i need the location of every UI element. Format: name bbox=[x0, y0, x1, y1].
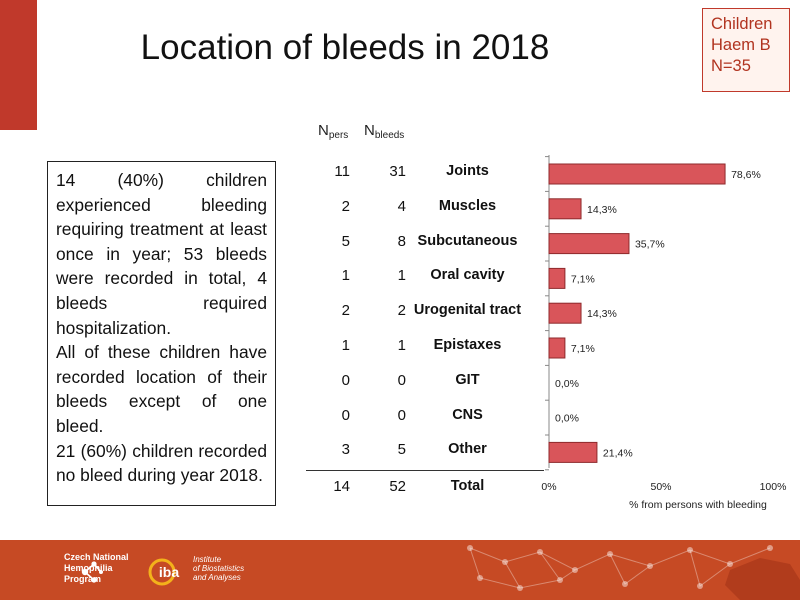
summary-textbox: 14 (40%) children experienced bleeding r… bbox=[47, 161, 276, 506]
summary-paragraph-2: All of these children have recorded loca… bbox=[56, 342, 267, 436]
slide-title: Location of bleeds in 2018 bbox=[140, 28, 550, 67]
data-label: 14,3% bbox=[587, 204, 617, 216]
bar bbox=[548, 441, 598, 463]
bar bbox=[548, 198, 582, 220]
map-silhouette bbox=[725, 558, 800, 600]
bleed-location-bar-chart: 78,6% 14,3% 35,7% 7,1% 14,3% 7,1% 0,0% 0,0% 21,4… bbox=[541, 155, 787, 511]
row-location: Muscles bbox=[438, 197, 497, 214]
bar bbox=[548, 337, 566, 359]
header-npers: Npers bbox=[318, 122, 348, 141]
footer-decoration bbox=[0, 540, 800, 600]
data-label: 7,1% bbox=[571, 343, 595, 355]
row-npers: 0 bbox=[341, 406, 350, 424]
x-axis-label: % from persons with bleeding bbox=[629, 499, 767, 511]
x-tick-label: 0% bbox=[541, 481, 556, 493]
row-location: Epistaxes bbox=[433, 337, 502, 353]
iba-logo-text: Institute of Biostatistics and Analyses bbox=[193, 555, 244, 582]
header-nbleeds-sub: bleeds bbox=[374, 130, 405, 141]
x-tick-label: 100% bbox=[760, 481, 787, 493]
x-tick-label: 50% bbox=[650, 481, 671, 493]
badge-line-2: Haem B bbox=[711, 36, 771, 54]
row-nbleeds: 1 bbox=[397, 337, 406, 354]
footer-band bbox=[0, 540, 800, 600]
bar bbox=[548, 163, 726, 185]
row-nbleeds: 0 bbox=[397, 406, 406, 424]
bar bbox=[548, 267, 566, 289]
row-location: Oral cavity bbox=[430, 267, 505, 284]
badge-line-1: Children bbox=[711, 15, 773, 33]
network-nodes bbox=[467, 545, 773, 591]
cohort-badge: Children Haem B N=35 bbox=[702, 8, 790, 92]
row-npers: 1 bbox=[341, 337, 350, 354]
czech-hemophilia-logo-icon bbox=[81, 561, 103, 583]
summary-paragraph-3: 21 (60%) children recorded no bleed duri… bbox=[56, 440, 267, 486]
row-nbleeds: 0 bbox=[397, 371, 406, 389]
data-label: 0,0% bbox=[555, 413, 579, 425]
iba-logo-icon: iba bbox=[148, 558, 179, 586]
bar bbox=[548, 233, 630, 255]
row-location: Joints bbox=[446, 163, 489, 179]
row-nbleeds: 2 bbox=[397, 302, 406, 320]
row-location: CNS bbox=[452, 406, 483, 423]
row-nbleeds: 4 bbox=[397, 197, 406, 215]
accent-bar bbox=[0, 0, 37, 130]
logo2-line-2: of Biostatistics bbox=[193, 564, 245, 573]
data-label: 7,1% bbox=[571, 273, 595, 285]
row-nbleeds: 1 bbox=[397, 267, 406, 285]
total-label: Total bbox=[450, 478, 485, 494]
data-label: 35,7% bbox=[635, 239, 665, 251]
total-nbleeds: 52 bbox=[389, 478, 406, 495]
row-npers: 3 bbox=[341, 441, 350, 459]
row-location: Other bbox=[448, 441, 487, 458]
header-nbleeds-main: N bbox=[364, 122, 375, 139]
row-npers: 11 bbox=[334, 163, 350, 180]
row-npers: 2 bbox=[341, 197, 350, 215]
czech-hemophilia-logo-text: Czech National Hemophilia Program bbox=[64, 552, 129, 585]
row-location: GIT bbox=[455, 371, 480, 388]
data-label: 21,4% bbox=[603, 447, 633, 459]
total-npers: 14 bbox=[333, 478, 350, 495]
row-nbleeds: 31 bbox=[389, 163, 406, 180]
row-location: Subcutaneous bbox=[417, 232, 518, 249]
row-nbleeds: 8 bbox=[397, 232, 406, 250]
svg-text:iba: iba bbox=[159, 564, 179, 580]
logo1-line-2: Hemophilia bbox=[64, 563, 113, 573]
logo2-line-1: Institute bbox=[193, 555, 222, 564]
row-npers: 2 bbox=[341, 302, 350, 320]
logo1-line-1: Czech National bbox=[64, 552, 129, 562]
logo1-line-3: Program bbox=[64, 574, 102, 584]
row-nbleeds: 5 bbox=[397, 441, 406, 459]
header-npers-sub: pers bbox=[328, 130, 349, 141]
data-label: 0,0% bbox=[555, 378, 579, 390]
row-npers: 0 bbox=[341, 371, 350, 389]
badge-line-3: N=35 bbox=[711, 57, 751, 75]
header-nbleeds: Nbleeds bbox=[364, 122, 404, 141]
summary-paragraph-1: 14 (40%) children experienced bleeding r… bbox=[56, 170, 267, 338]
row-npers: 1 bbox=[341, 267, 350, 285]
bar bbox=[548, 302, 582, 324]
total-divider bbox=[306, 470, 544, 471]
header-npers-main: N bbox=[318, 122, 329, 139]
logo2-line-3: and Analyses bbox=[193, 573, 241, 582]
data-label: 14,3% bbox=[587, 308, 617, 320]
network-pattern bbox=[469, 547, 771, 589]
data-label: 78,6% bbox=[731, 169, 761, 181]
row-location: Urogenital tract bbox=[413, 302, 522, 319]
row-npers: 5 bbox=[341, 232, 350, 250]
